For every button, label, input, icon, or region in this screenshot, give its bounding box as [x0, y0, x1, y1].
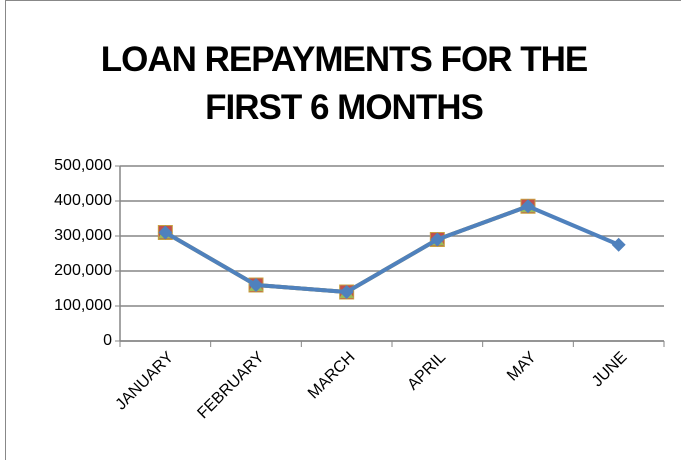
- x-tick-label: JUNE: [589, 349, 631, 391]
- y-tick-label: 200,000: [54, 262, 112, 279]
- data-point: [611, 237, 626, 252]
- data-point: [158, 225, 173, 240]
- data-point: [249, 278, 263, 292]
- chart-border: [5, 0, 681, 460]
- data-point: [339, 285, 354, 299]
- x-tick-label: FEBRUARY: [194, 349, 268, 423]
- x-tick-label: APRIL: [404, 349, 449, 394]
- y-tick-label: 500,000: [54, 157, 112, 174]
- series-line: [164, 204, 529, 294]
- x-tick-label: MARCH: [305, 349, 359, 403]
- x-tick-label: JANUARY: [113, 349, 178, 414]
- y-tick-label: 0: [103, 332, 112, 349]
- series-line: [164, 204, 620, 294]
- x-tick-label: MAY: [504, 349, 540, 385]
- y-tick-label: 300,000: [54, 227, 112, 244]
- y-tick-label: 100,000: [54, 297, 112, 314]
- data-point: [521, 199, 535, 214]
- data-point: [430, 232, 445, 247]
- chart-title: LOAN REPAYMENTS FOR THE FIRST 6 MONTHS: [100, 40, 588, 127]
- y-tick-label: 400,000: [54, 192, 112, 209]
- series-line: [164, 204, 529, 294]
